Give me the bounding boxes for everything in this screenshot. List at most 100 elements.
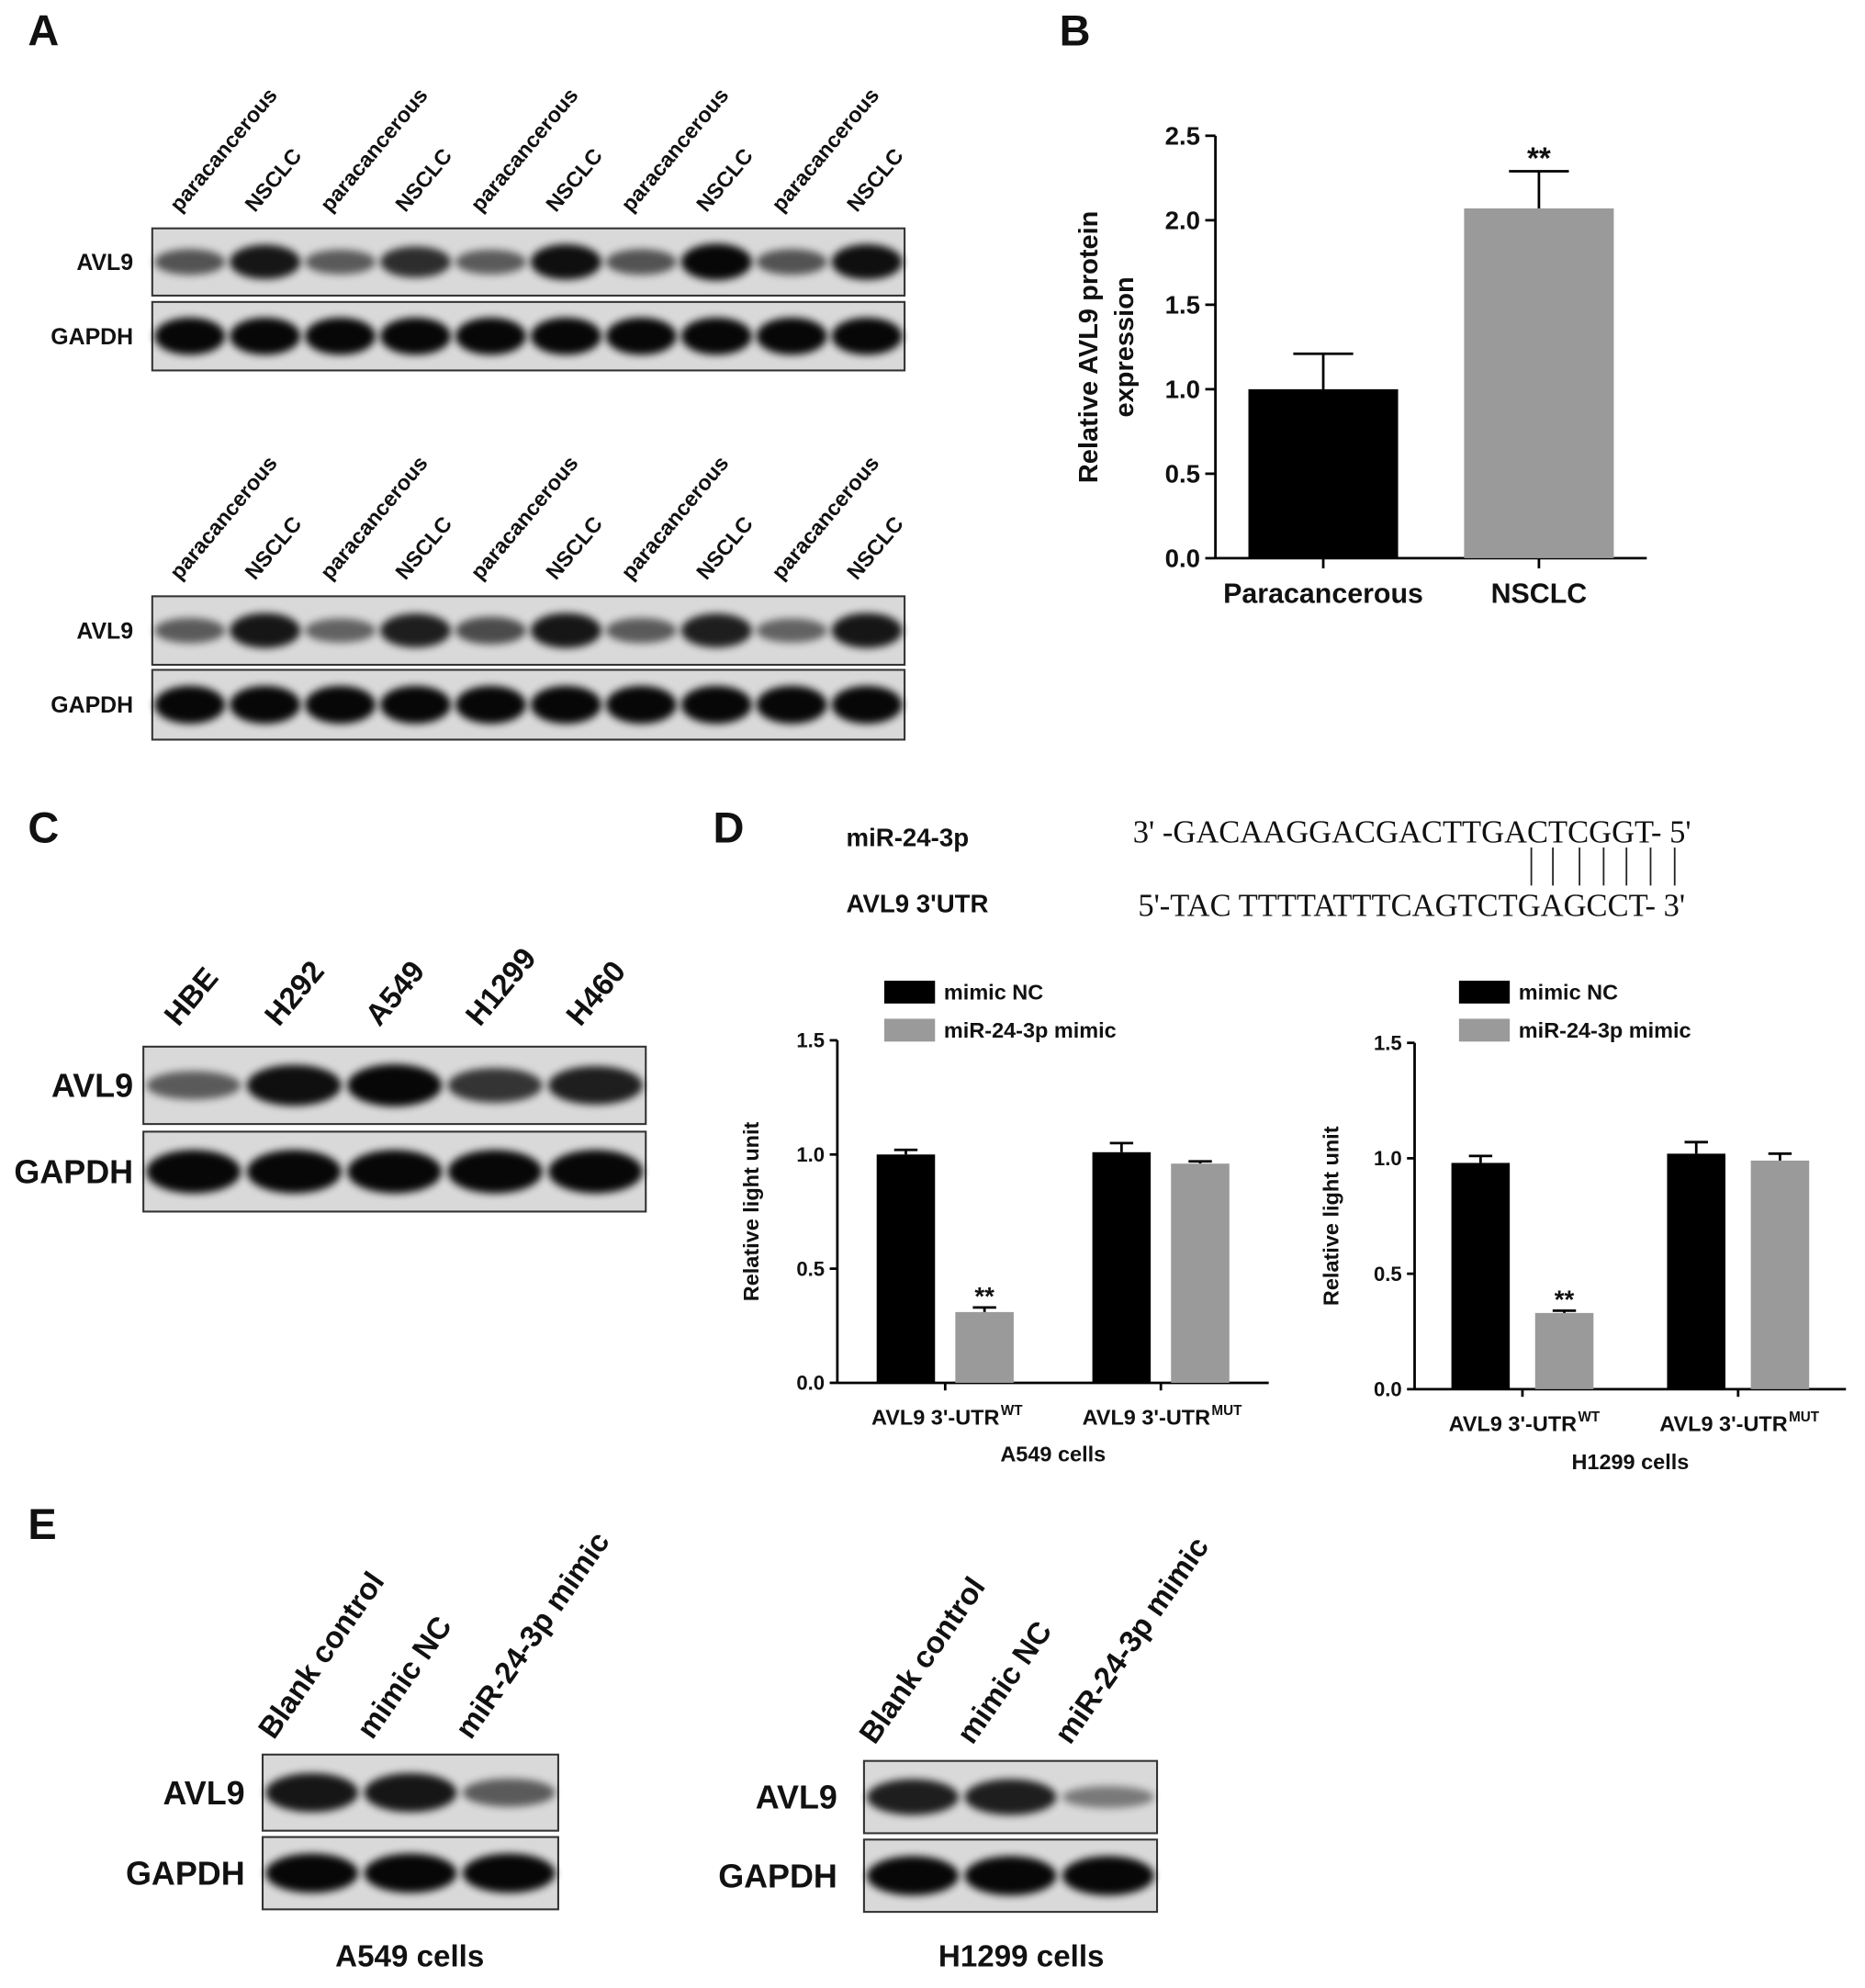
band	[530, 612, 601, 648]
lane-label: NSCLC	[842, 144, 908, 217]
bar	[1464, 208, 1614, 558]
band	[680, 613, 752, 648]
legend-swatch	[1458, 980, 1511, 1004]
x-tick-label: Paracancerous	[1223, 578, 1423, 609]
band	[455, 249, 526, 275]
band	[831, 317, 903, 355]
lane-label: miR-24-3p mimic	[1049, 1531, 1216, 1749]
band	[447, 1150, 543, 1194]
band	[605, 685, 677, 724]
y-tick-label: 2.5	[1165, 122, 1200, 151]
band	[246, 1064, 342, 1106]
bar	[1667, 1153, 1726, 1389]
legend-label: miR-24-3p mimic	[1519, 1018, 1691, 1042]
band	[154, 317, 226, 355]
row-label: GAPDH	[126, 1855, 245, 1893]
y-tick-label: 1.5	[1165, 291, 1200, 320]
band	[530, 243, 601, 280]
band	[230, 244, 301, 280]
lane-label: H460	[560, 955, 633, 1032]
row-label: AVL9	[76, 618, 133, 644]
sequence: 5'-TAC TTTTATTTCAGTCTGAGCCT- 3'	[1138, 889, 1685, 924]
band	[246, 1150, 342, 1194]
band	[831, 243, 903, 280]
x-tick-label: AVL9 3'-UTR	[871, 1406, 999, 1430]
band	[756, 249, 827, 275]
bar	[1171, 1163, 1230, 1383]
y-tick-label: 1.5	[796, 1029, 825, 1052]
seq-name: AVL9 3'UTR	[847, 889, 989, 917]
bar	[1092, 1151, 1152, 1383]
lane-label: HBE	[158, 961, 225, 1032]
band	[305, 685, 376, 724]
band	[305, 249, 376, 275]
y-axis-label: Relative light unit	[739, 1121, 763, 1301]
legend-swatch	[883, 1018, 936, 1042]
band	[1062, 1786, 1154, 1809]
band	[305, 317, 376, 355]
x-tick-superscript: MUT	[1211, 1403, 1242, 1419]
lane-label: mimic NC	[351, 1611, 459, 1745]
row-label: GAPDH	[51, 692, 133, 718]
panel-label: B	[1060, 6, 1091, 55]
x-tick-superscript: MUT	[1789, 1410, 1820, 1425]
lane-label: NSCLC	[390, 511, 456, 584]
y-tick-label: 2.0	[1165, 207, 1200, 235]
y-axis-label: expression	[1110, 276, 1140, 417]
blot-caption: A549 cells	[335, 1940, 484, 1974]
seq-name: miR-24-3p	[847, 824, 970, 852]
legend-swatch	[1458, 1018, 1511, 1042]
band	[548, 1066, 643, 1105]
band	[455, 616, 526, 645]
band	[831, 612, 903, 648]
band	[380, 685, 452, 724]
lane-label: miR-24-3p mimic	[449, 1526, 616, 1745]
bar	[1750, 1160, 1810, 1389]
lane-label: NSCLC	[541, 144, 607, 217]
x-tick-label: AVL9 3'-UTR	[1083, 1406, 1210, 1430]
lane-label: mimic NC	[950, 1615, 1059, 1749]
legend-label: miR-24-3p mimic	[944, 1018, 1117, 1042]
row-label: AVL9	[756, 1779, 837, 1816]
band	[605, 317, 677, 355]
lane-label: NSCLC	[241, 144, 307, 217]
bar	[1248, 388, 1399, 558]
band	[347, 1064, 443, 1106]
band	[455, 685, 526, 724]
band	[605, 249, 677, 275]
panel-label: C	[28, 803, 59, 851]
band	[964, 1856, 1057, 1896]
legend-swatch	[883, 980, 936, 1004]
x-tick-superscript: WT	[1001, 1403, 1023, 1419]
band	[548, 1150, 643, 1194]
band	[605, 617, 677, 644]
x-tick-label: AVL9 3'-UTR	[1659, 1411, 1787, 1435]
lane-label: NSCLC	[241, 511, 307, 584]
lane-label: NSCLC	[541, 511, 607, 584]
band	[380, 246, 452, 278]
panel-label: E	[28, 1499, 56, 1548]
band	[347, 1150, 443, 1194]
band	[146, 1071, 242, 1100]
band	[680, 317, 752, 355]
band	[154, 685, 226, 724]
x-tick-label: NSCLC	[1491, 578, 1588, 609]
y-tick-label: 0.0	[1374, 1378, 1402, 1401]
band	[680, 243, 752, 281]
panel-label: D	[713, 803, 744, 851]
bar	[1451, 1162, 1511, 1389]
bar	[955, 1311, 1014, 1383]
y-tick-label: 0.0	[1165, 545, 1200, 573]
band	[380, 317, 452, 355]
x-tick-label: AVL9 3'-UTR	[1449, 1411, 1577, 1435]
band	[265, 1853, 359, 1893]
y-axis-label: Relative light unit	[1320, 1126, 1343, 1306]
band	[530, 685, 601, 724]
lane-label: H292	[258, 955, 331, 1032]
lane-label: NSCLC	[691, 511, 758, 584]
sequence: 3' -GACAAGGACGACTTGACTCGGT- 5'	[1133, 814, 1691, 849]
band	[305, 618, 376, 643]
y-tick-label: 0.5	[1165, 460, 1200, 489]
